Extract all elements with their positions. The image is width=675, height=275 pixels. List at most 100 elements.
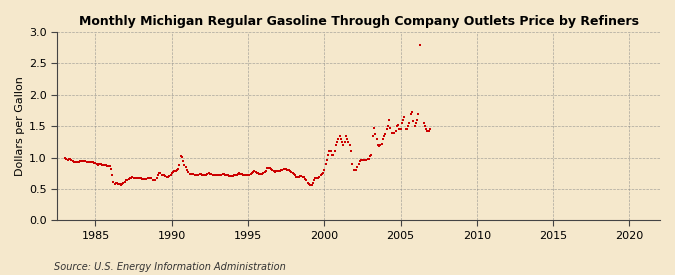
Point [226,174,237,178]
Point [402,127,412,132]
Point [234,171,244,175]
Point [276,168,287,172]
Point [255,172,266,176]
Point [361,157,372,162]
Point [157,172,168,177]
Point [86,160,97,165]
Point [333,137,344,141]
Point [296,174,307,178]
Point [238,172,248,177]
Point [292,174,303,179]
Point [353,162,364,166]
Point [187,172,198,176]
Point [369,125,379,130]
Point [277,167,288,172]
Point [229,173,240,177]
Point [182,168,192,172]
Point [217,172,228,176]
Point [410,121,421,125]
Point [230,173,241,177]
Point [108,179,119,184]
Point [90,161,101,166]
Point [245,172,256,176]
Point [150,178,161,183]
Point [370,132,381,136]
Point [105,167,116,171]
Point [261,169,271,173]
Point [130,175,140,180]
Point [421,127,431,132]
Point [254,172,265,176]
Point [357,157,368,162]
Point [84,160,95,164]
Point [235,172,246,176]
Point [98,163,109,167]
Point [305,183,316,187]
Point [406,110,417,115]
Point [161,174,172,179]
Point [242,172,252,177]
Point [154,171,165,175]
Point [265,166,275,170]
Point [278,167,289,171]
Point [331,140,342,144]
Text: Source: U.S. Energy Information Administration: Source: U.S. Energy Information Administ… [54,262,286,272]
Point [186,172,196,176]
Point [232,172,243,176]
Point [258,170,269,175]
Point [176,153,186,158]
Point [323,152,333,157]
Point [358,157,369,162]
Point [144,176,155,181]
Point [364,157,375,161]
Point [174,163,185,167]
Point [335,137,346,141]
Point [140,177,151,181]
Point [126,176,136,181]
Point [298,175,309,179]
Point [117,182,128,186]
Point [101,163,111,167]
Point [327,152,338,157]
Point [82,160,93,164]
Point [95,162,106,167]
Point [184,172,195,176]
Point [253,171,264,175]
Point [109,182,120,186]
Point [304,182,315,186]
Point [360,157,371,162]
Point [71,160,82,164]
Point [173,167,184,171]
Point [390,128,401,133]
Point [394,127,405,132]
Point [256,172,267,176]
Point [324,149,335,153]
Point [314,174,325,179]
Point [200,173,211,177]
Point [412,118,423,122]
Point [196,172,207,176]
Point [306,183,317,188]
Point [288,172,299,176]
Point [408,119,418,123]
Point [92,162,103,167]
Point [215,172,225,177]
Point [156,173,167,177]
Point [351,168,362,172]
Point [348,168,359,172]
Point [165,173,176,177]
Point [423,128,434,133]
Point [203,171,214,175]
Point [68,159,78,163]
Point [88,160,99,165]
Point [223,174,234,178]
Point [72,160,83,164]
Point [267,168,277,172]
Point [338,143,349,147]
Point [147,177,158,182]
Point [295,174,306,178]
Point [269,170,280,174]
Point [328,152,339,157]
Point [113,182,124,186]
Point [133,175,144,180]
